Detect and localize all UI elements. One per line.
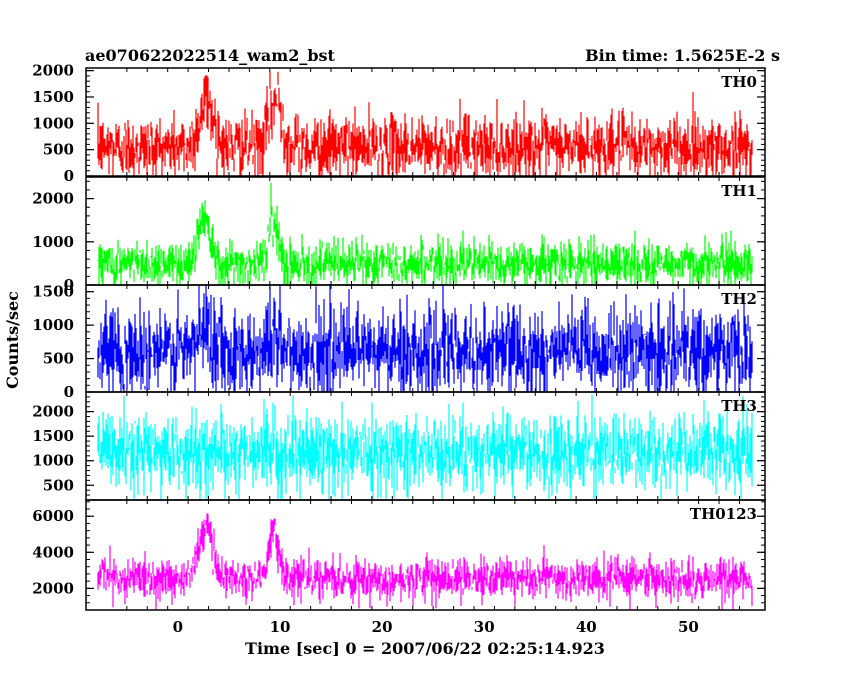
y-tick-label: 500 [43,476,74,494]
series-th2 [97,285,753,392]
y-tick-label: 2000 [32,579,74,597]
x-tick-label: 30 [474,618,495,636]
y-tick-label: 500 [43,350,74,368]
panel-label-th3: TH3 [721,397,757,415]
y-axis-label: Counts/sec [3,291,22,389]
x-tick-label: 20 [372,618,393,636]
y-tick-label: 1000 [32,452,74,470]
y-tick-label: 6000 [32,507,74,525]
chart-title: ae070622022514_wam2_bst [85,46,336,65]
panel-th2: TH2 0 500 1000 1500 [32,283,766,401]
y-tick-label: 1000 [32,233,74,251]
x-tick-label: 40 [576,618,597,636]
chart-subtitle: Bin time: 1.5625E-2 s [585,46,780,65]
y-tick-label: 1500 [32,88,74,106]
series-th1 [97,182,753,285]
panel-th0: TH0 0 500 1000 1500 2000 [32,62,766,185]
x-tick-label: 50 [678,618,699,636]
panels-group: TH00500100015002000TH1010002000TH2050010… [32,62,766,636]
panel-th0123: TH0123 2000 4000 6000 [32,499,766,611]
panel-label-th2: TH2 [721,290,757,308]
series-th3 [97,394,753,500]
y-tick-label: 0 [64,276,74,294]
panel-label-th0123: TH0123 [690,505,757,523]
y-tick-label: 2000 [32,190,74,208]
y-tick-label: 0 [64,383,74,401]
y-tick-label: 1000 [32,114,74,132]
panel-th1: TH1 0 1000 2000 [32,176,766,294]
panel-label-th1: TH1 [721,182,757,200]
panel-frame [85,67,766,177]
x-axis-label: Time [sec] 0 = 2007/06/22 02:25:14.923 [245,639,605,658]
panel-label-th0: TH0 [721,73,757,91]
y-tick-label: 1000 [32,316,74,334]
y-tick-label: 4000 [32,543,74,561]
x-tick-label: 0 [173,618,183,636]
y-tick-label: 2000 [32,403,74,421]
y-tick-label: 0 [64,167,74,185]
x-tick-label: 10 [270,618,291,636]
panel-frame [85,499,766,611]
series-th0123 [97,513,753,610]
panel-th3: TH3 500 1000 1500 2000 [32,391,766,501]
y-tick-label: 1500 [32,427,74,445]
y-tick-label: 1500 [32,283,74,301]
y-tick-label: 500 [43,141,74,159]
series-th0 [97,71,753,176]
y-tick-label: 2000 [32,62,74,80]
